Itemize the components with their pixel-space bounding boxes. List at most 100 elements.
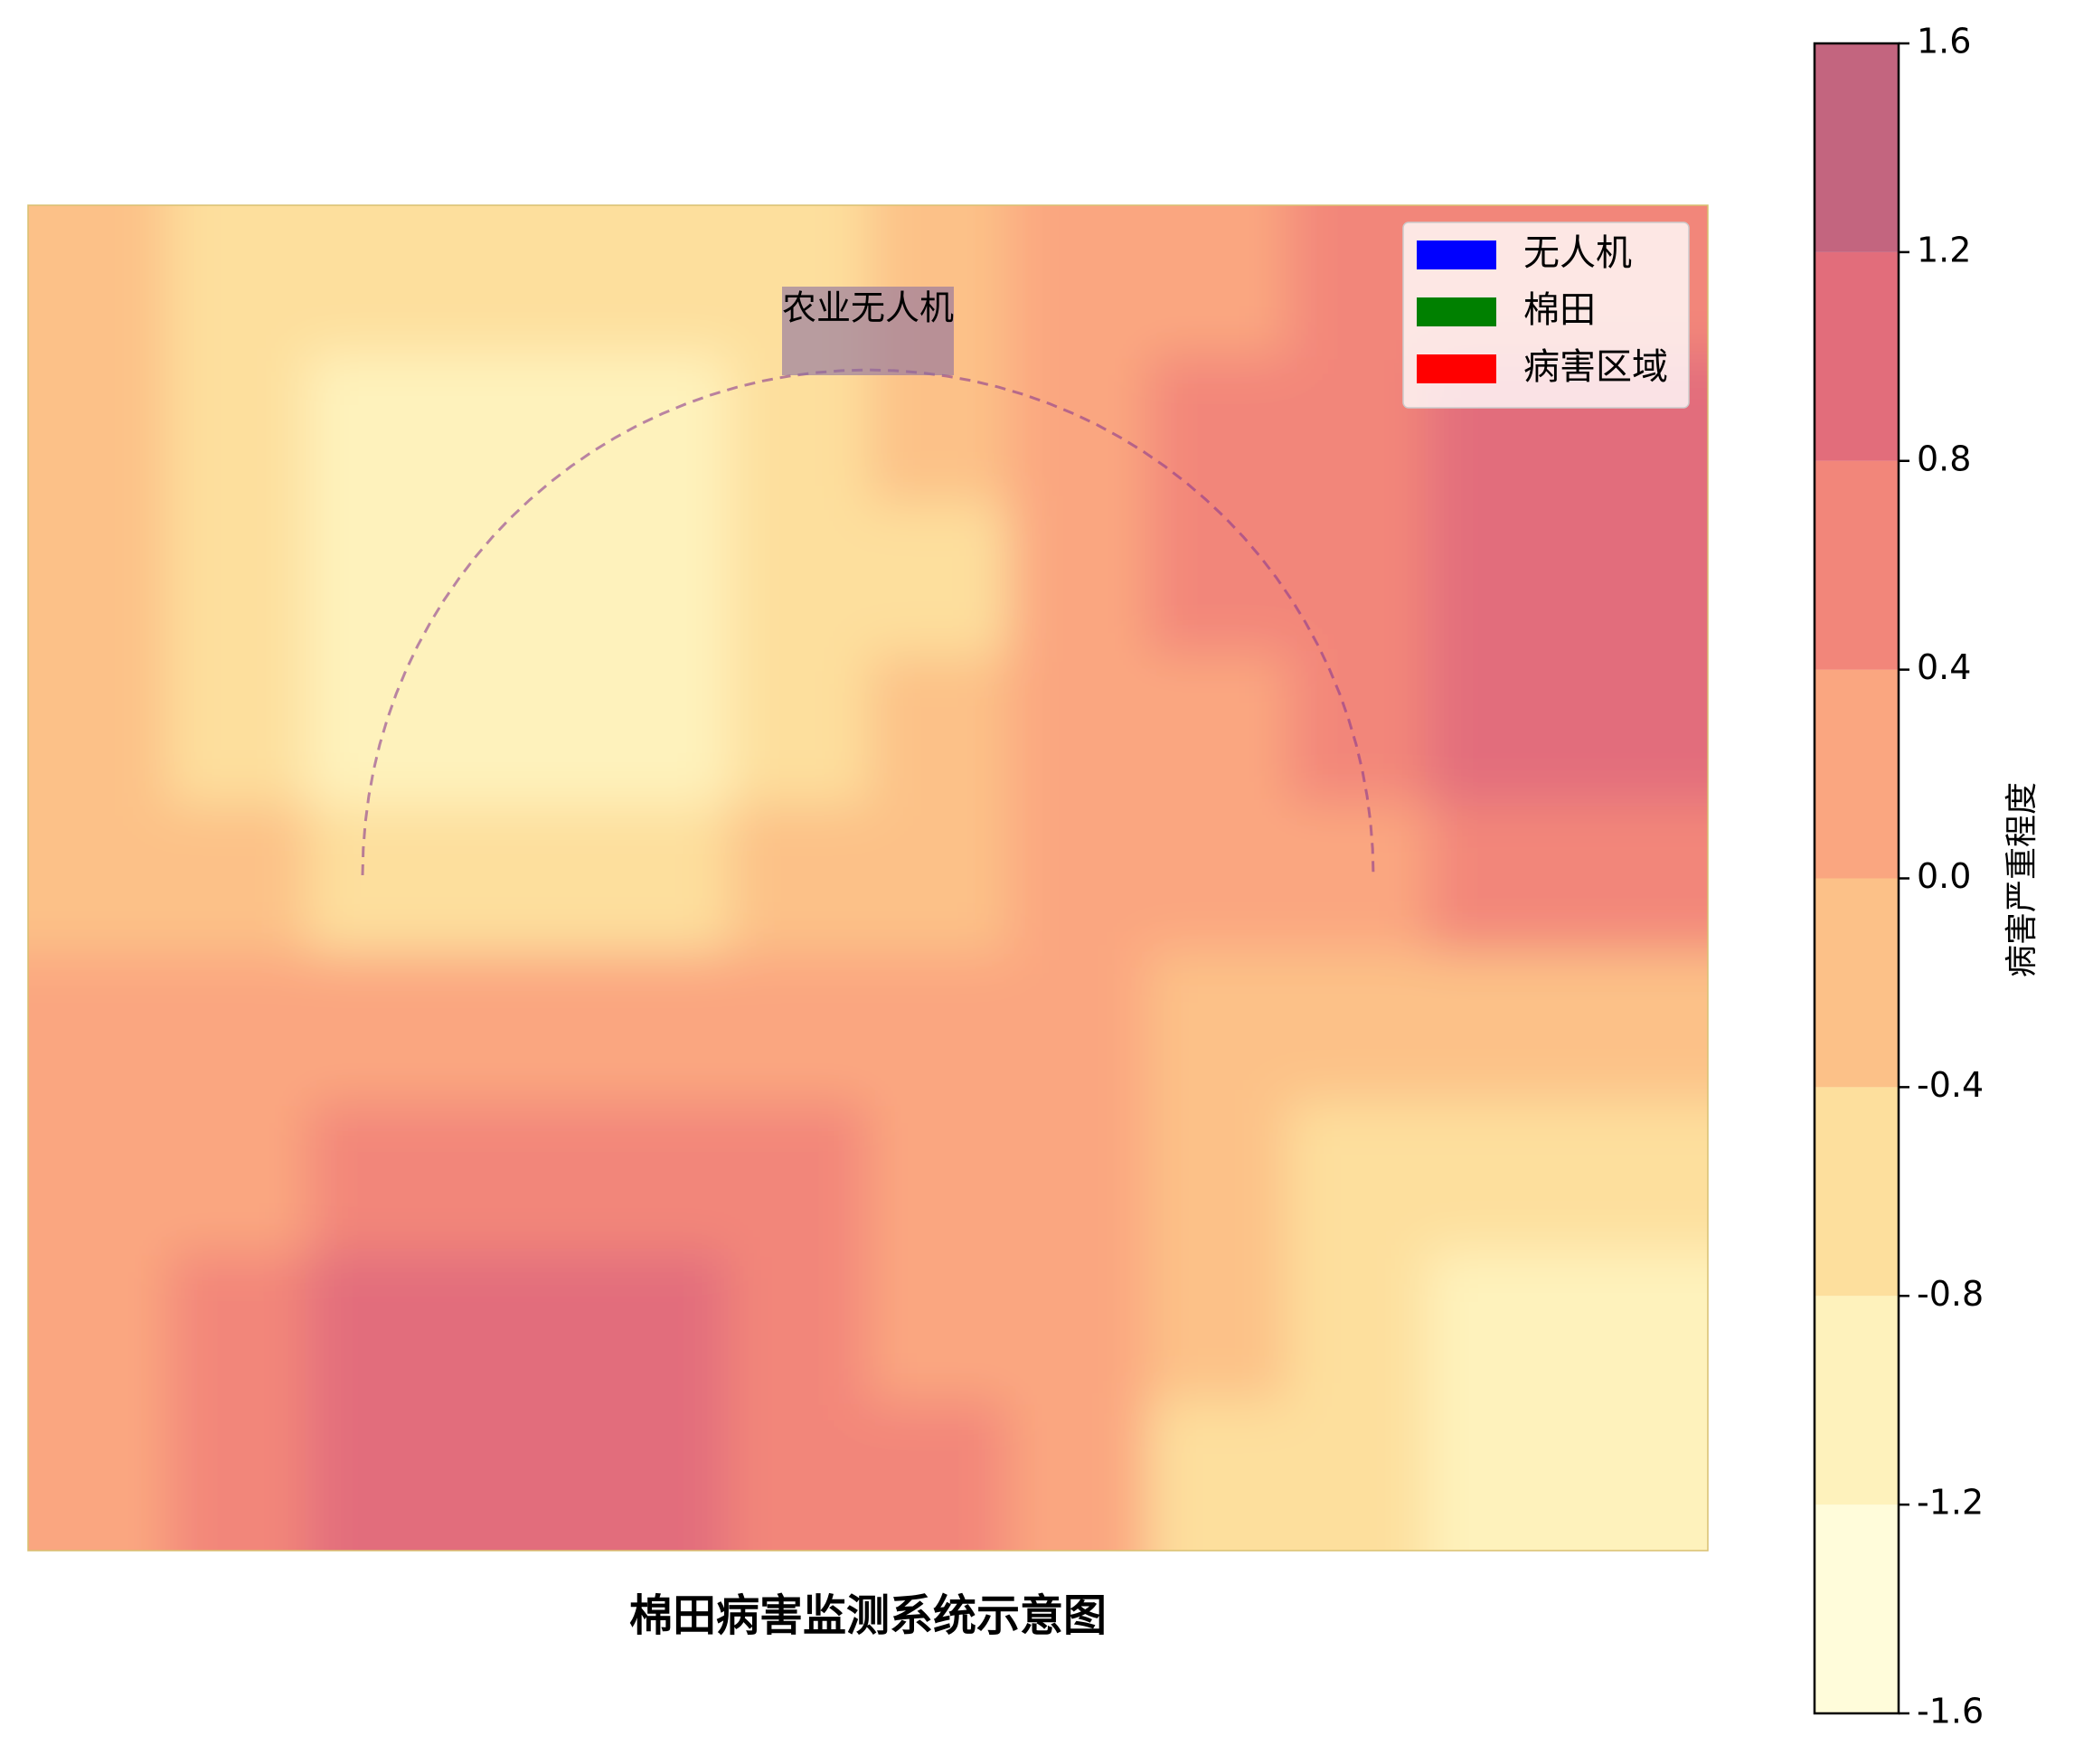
contour-cell	[728, 654, 869, 805]
contour-cell	[1428, 1102, 1570, 1253]
contour-cell	[588, 1401, 730, 1551]
contour-cell	[1007, 654, 1149, 805]
contour-cell	[588, 1251, 730, 1402]
colorbar-band	[1815, 1505, 1899, 1713]
contour-cell	[167, 654, 309, 805]
contour-cell	[28, 1102, 169, 1253]
colorbar-tick-label: -0.8	[1917, 1274, 1984, 1314]
contour-cell	[167, 1251, 309, 1402]
contour-cell	[588, 205, 730, 356]
contour-cell	[448, 354, 589, 505]
contour-cell	[167, 803, 309, 954]
chart-title: 棉田病害监测系统示意图	[629, 1590, 1107, 1641]
colorbar-band	[1815, 460, 1899, 670]
contour-cell	[1007, 1401, 1149, 1551]
contour-cell	[1287, 952, 1429, 1103]
contour-cell	[1287, 1401, 1429, 1551]
contour-cell	[1428, 654, 1570, 805]
legend-label: 病害区域	[1523, 346, 1668, 388]
contour-cell	[1568, 952, 1708, 1103]
contour-cell	[1007, 354, 1149, 505]
contour-cell	[1568, 803, 1708, 954]
contour-cell	[307, 654, 449, 805]
colorbar-tick-label: 1.6	[1917, 22, 1971, 61]
contour-cell	[448, 1251, 589, 1402]
contour-cell	[448, 654, 589, 805]
contour-cell	[28, 1401, 169, 1551]
contour-cell	[1428, 1251, 1570, 1402]
legend-swatch	[1417, 354, 1496, 383]
colorbar-band	[1815, 251, 1899, 461]
contour-cell	[1568, 1102, 1708, 1253]
contour-cell	[167, 952, 309, 1103]
colorbar-band	[1815, 43, 1899, 252]
contour-cell	[1428, 952, 1570, 1103]
legend-swatch	[1417, 241, 1496, 269]
contour-cell	[1568, 1251, 1708, 1402]
contour-cell	[728, 1251, 869, 1402]
contour-cell	[1007, 1102, 1149, 1253]
contour-cell	[1287, 1251, 1429, 1402]
contour-cell	[1568, 504, 1708, 655]
contour-cell	[1147, 654, 1289, 805]
colorbar-band	[1815, 1087, 1899, 1297]
contour-cell	[28, 354, 169, 505]
contour-cell	[868, 1251, 1009, 1402]
contour-cell	[1568, 654, 1708, 805]
colorbar-tick-label: 0.0	[1917, 856, 1971, 896]
contour-cell	[167, 205, 309, 356]
contour-cell	[868, 504, 1009, 655]
contour-cell	[448, 205, 589, 356]
colorbar-band	[1815, 878, 1899, 1088]
contour-cell	[448, 1102, 589, 1253]
contour-cell	[728, 354, 869, 505]
colorbar-label: 病害严重程度	[2003, 782, 2041, 977]
contour-cell	[448, 504, 589, 655]
contour-cell	[728, 803, 869, 954]
contour-cell	[868, 1102, 1009, 1253]
legend-swatch	[1417, 297, 1496, 326]
legend-label: 棉田	[1523, 289, 1596, 331]
colorbar-tick-label: 1.2	[1917, 230, 1971, 269]
contour-cell	[1287, 803, 1429, 954]
contour-cell	[1147, 504, 1289, 655]
contour-cell	[28, 654, 169, 805]
contour-cell	[1147, 354, 1289, 505]
contour-field	[28, 205, 1708, 1551]
plot-frame	[27, 204, 1709, 1552]
contour-cell	[167, 1401, 309, 1551]
contour-cell	[588, 803, 730, 954]
contour-cell	[1007, 952, 1149, 1103]
colorbar-band	[1815, 669, 1899, 879]
contour-cell	[307, 1102, 449, 1253]
contour-cell	[728, 952, 869, 1103]
contour-cell	[728, 504, 869, 655]
contour-cell	[868, 354, 1009, 505]
contour-cell	[1287, 654, 1429, 805]
contour-cell	[1147, 952, 1289, 1103]
contour-cell	[1147, 205, 1289, 356]
contour-cell	[868, 1401, 1009, 1551]
contour-cell	[728, 1401, 869, 1551]
contour-cell	[28, 205, 169, 356]
colorbar-tick-label: 0.8	[1917, 439, 1971, 478]
contour-cell	[28, 803, 169, 954]
contour-cell	[868, 654, 1009, 805]
flight-path	[361, 368, 1375, 876]
contour-cell	[588, 952, 730, 1103]
contour-cell	[1428, 1401, 1570, 1551]
contour-cell	[448, 803, 589, 954]
contour-cell	[1428, 504, 1570, 655]
contour-cell	[1428, 803, 1570, 954]
colorbar-tick-label: -0.4	[1917, 1065, 1984, 1105]
contour-cell	[1147, 1401, 1289, 1551]
contour-cell	[167, 1102, 309, 1253]
contour-cell	[728, 1102, 869, 1253]
contour-cell	[1147, 1102, 1289, 1253]
colorbar-tick-label: -1.6	[1917, 1692, 1984, 1731]
contour-cell	[28, 504, 169, 655]
contour-cell	[1287, 504, 1429, 655]
